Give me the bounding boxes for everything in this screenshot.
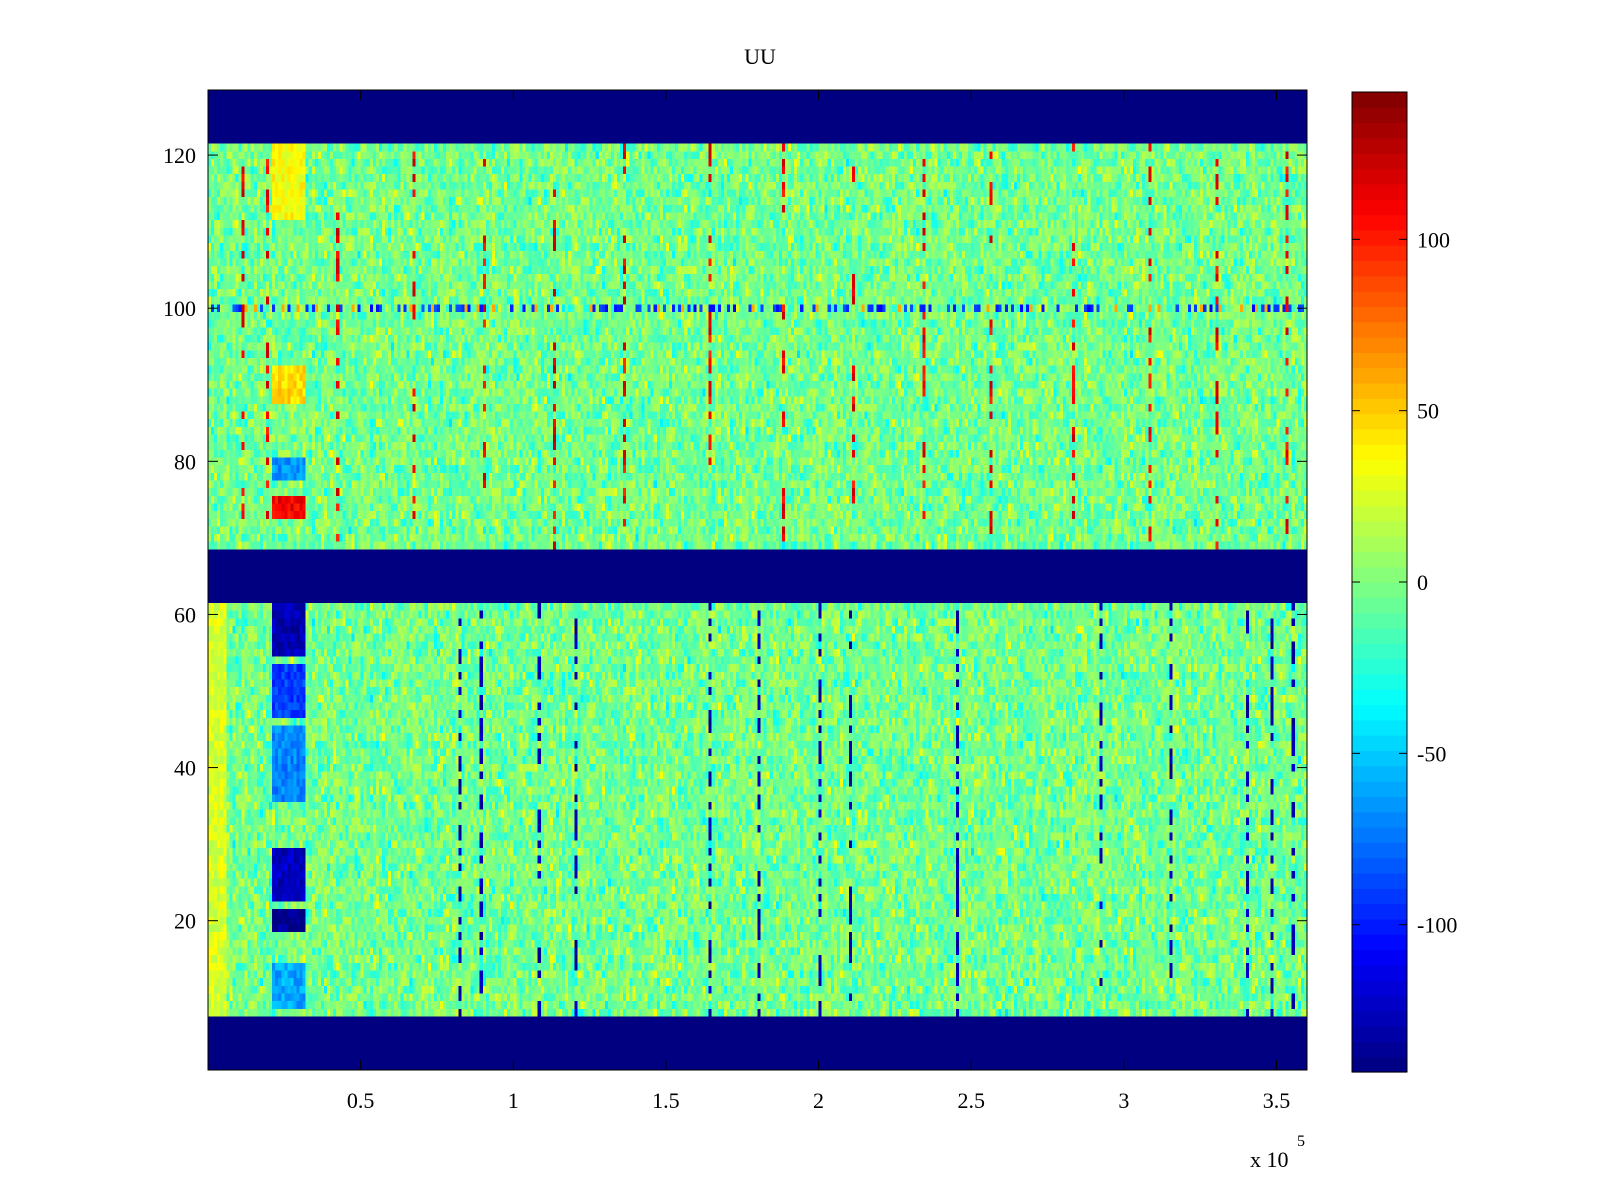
y-tick-label: 80 bbox=[174, 449, 196, 474]
colorbar-segment bbox=[1352, 857, 1407, 874]
colorbar-segment bbox=[1352, 689, 1407, 706]
y-tick-label: 60 bbox=[174, 602, 196, 627]
x-tick-label: 2 bbox=[813, 1088, 824, 1113]
colorbar-segment bbox=[1352, 520, 1407, 537]
colorbar-segment bbox=[1352, 137, 1407, 154]
y-axis: 20 40 60 80 100 120 bbox=[163, 143, 1307, 934]
colorbar-segment bbox=[1352, 245, 1407, 262]
colorbar-segment bbox=[1352, 781, 1407, 797]
colorbar-segment bbox=[1352, 872, 1407, 889]
colorbar-segment bbox=[1352, 842, 1407, 859]
heatmap-image bbox=[208, 90, 1307, 1070]
colorbar-segment bbox=[1352, 153, 1407, 170]
colorbar-segment bbox=[1352, 1041, 1407, 1058]
colorbar-segment bbox=[1352, 964, 1407, 981]
colorbar-segment bbox=[1352, 995, 1407, 1012]
heatmap bbox=[208, 90, 1307, 1070]
colorbar bbox=[1352, 92, 1407, 1073]
colorbar-segment bbox=[1352, 1010, 1407, 1027]
y-tick-label: 40 bbox=[174, 756, 196, 781]
colorbar-segment bbox=[1352, 459, 1407, 476]
colorbar-tick-label: 0 bbox=[1417, 570, 1428, 595]
x-tick-label: 1 bbox=[508, 1088, 519, 1113]
colorbar-axis: 100 50 0 -50 -100 bbox=[1352, 227, 1457, 938]
x-tick-label: 0.5 bbox=[347, 1088, 375, 1113]
y-tick-label: 100 bbox=[163, 296, 196, 321]
x-axis: 0.5 1 1.5 2 2.5 3 3.5 bbox=[347, 90, 1290, 1113]
colorbar-segment bbox=[1352, 918, 1407, 935]
colorbar-segment bbox=[1352, 92, 1407, 108]
colorbar-segment bbox=[1352, 122, 1407, 139]
colorbar-tick-label: 50 bbox=[1417, 399, 1439, 424]
colorbar-segment bbox=[1352, 750, 1407, 767]
colorbar-segment bbox=[1352, 980, 1407, 997]
colorbar-segment bbox=[1352, 1056, 1407, 1073]
colorbar-segment bbox=[1352, 934, 1407, 951]
colorbar-segment bbox=[1352, 673, 1407, 690]
y-tick-label: 20 bbox=[174, 909, 196, 934]
chart-title: UU bbox=[744, 44, 776, 69]
colorbar-segment bbox=[1352, 490, 1407, 507]
colorbar-segment bbox=[1352, 643, 1407, 660]
colorbar-tick-label: -50 bbox=[1417, 741, 1446, 766]
colorbar-segment bbox=[1352, 719, 1407, 736]
colorbar-tick-label: -100 bbox=[1417, 913, 1457, 938]
colorbar-segment bbox=[1352, 444, 1407, 461]
colorbar-segment bbox=[1352, 704, 1407, 721]
y-tick-label: 120 bbox=[163, 143, 196, 168]
colorbar-segment bbox=[1352, 275, 1407, 292]
colorbar-segment bbox=[1352, 811, 1407, 828]
colorbar-segment bbox=[1352, 168, 1407, 185]
colorbar-segment bbox=[1352, 582, 1407, 598]
colorbar-segment bbox=[1352, 827, 1407, 843]
x-exponent-label: x 10 bbox=[1250, 1147, 1289, 1172]
colorbar-segment bbox=[1352, 337, 1407, 353]
colorbar-segment bbox=[1352, 903, 1407, 920]
plot-frame bbox=[207, 89, 1308, 1071]
colorbar-segment bbox=[1352, 765, 1407, 782]
x-tick-label: 3.5 bbox=[1263, 1088, 1291, 1113]
colorbar-segment bbox=[1352, 382, 1407, 399]
x-tick-label: 3 bbox=[1118, 1088, 1129, 1113]
colorbar-segment bbox=[1352, 597, 1407, 614]
x-tick-label: 1.5 bbox=[652, 1088, 680, 1113]
colorbar-tick-label: 100 bbox=[1417, 227, 1450, 252]
colorbar-segment bbox=[1352, 352, 1407, 369]
colorbar-segment bbox=[1352, 949, 1407, 966]
colorbar-segment bbox=[1352, 107, 1407, 124]
colorbar-segment bbox=[1352, 183, 1407, 200]
colorbar-segment bbox=[1352, 291, 1407, 307]
colorbar-segment bbox=[1352, 796, 1407, 813]
colorbar-segment bbox=[1352, 658, 1407, 675]
colorbar-segment bbox=[1352, 612, 1407, 629]
colorbar-segment bbox=[1352, 505, 1407, 522]
colorbar-segment bbox=[1352, 214, 1407, 231]
colorbar-segment bbox=[1352, 321, 1407, 338]
colorbar-segment bbox=[1352, 627, 1407, 644]
colorbar-segment bbox=[1352, 474, 1407, 491]
colorbar-segment bbox=[1352, 428, 1407, 445]
colorbar-segment bbox=[1352, 536, 1407, 552]
colorbar-segment bbox=[1352, 260, 1407, 277]
colorbar-segment bbox=[1352, 367, 1407, 384]
colorbar-segment bbox=[1352, 566, 1407, 583]
colorbar-segment bbox=[1352, 888, 1407, 905]
x-tick-label: 2.5 bbox=[957, 1088, 985, 1113]
colorbar-segment bbox=[1352, 413, 1407, 430]
x-exponent-value: 5 bbox=[1297, 1133, 1305, 1150]
colorbar-segment bbox=[1352, 306, 1407, 323]
colorbar-segment bbox=[1352, 735, 1407, 752]
colorbar-segment bbox=[1352, 229, 1407, 246]
colorbar-segment bbox=[1352, 1026, 1407, 1042]
colorbar-segment bbox=[1352, 199, 1407, 216]
colorbar-segment bbox=[1352, 551, 1407, 568]
colorbar-segment bbox=[1352, 398, 1407, 415]
